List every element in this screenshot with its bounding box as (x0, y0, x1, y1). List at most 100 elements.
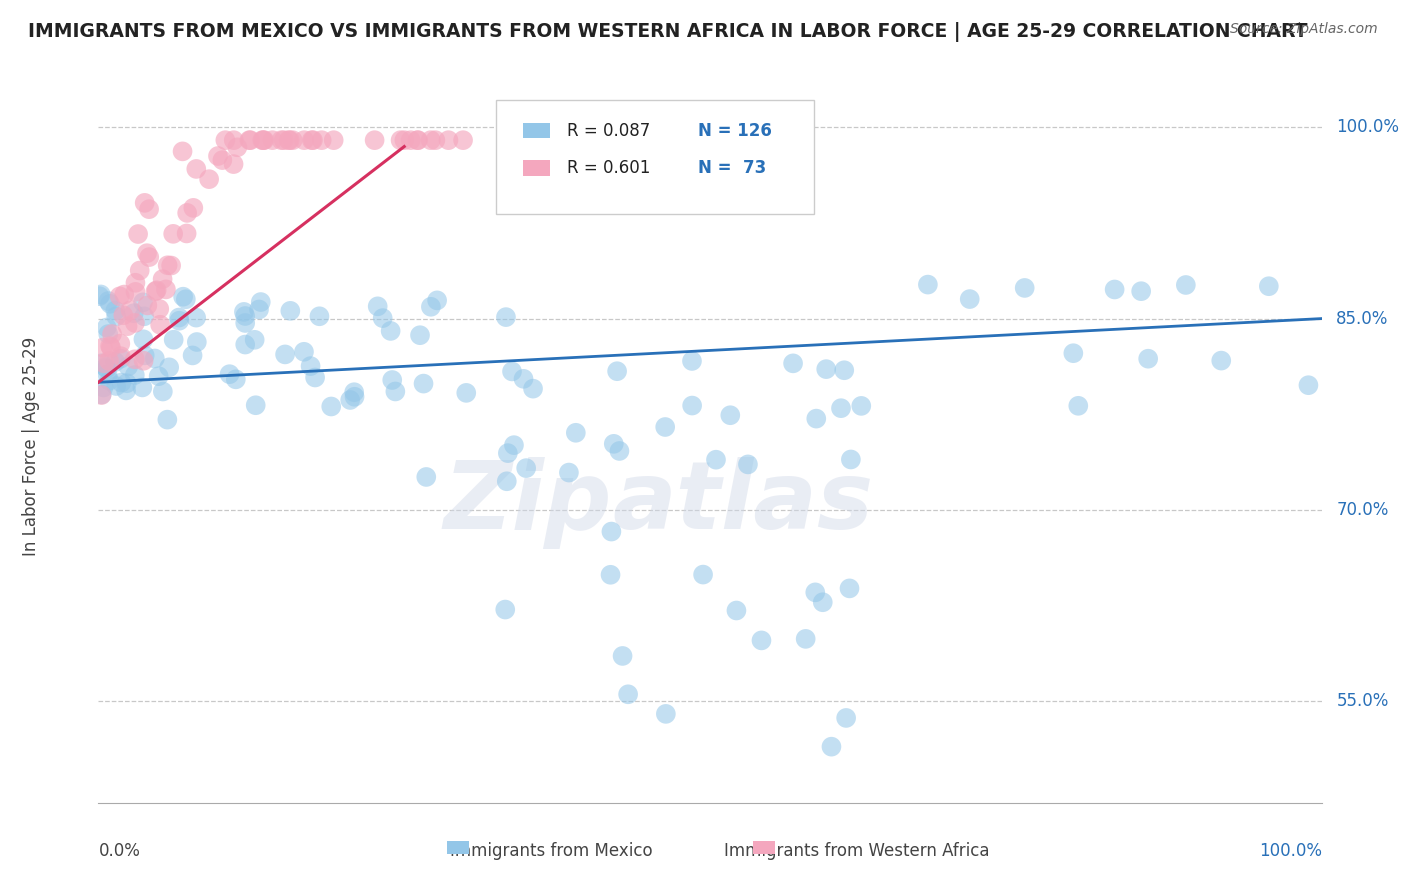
Point (281, 133, 304, 147)
Point (155, 282, 177, 296)
Point (494, 602, 516, 616)
Text: 70.0%: 70.0% (1336, 500, 1389, 519)
Text: Source: ZipAtlas.com: Source: ZipAtlas.com (1230, 22, 1378, 37)
Point (839, 452, 862, 467)
Point (90, 388, 112, 402)
Text: 55.0%: 55.0% (1336, 692, 1389, 710)
Point (959, 292, 981, 306)
Point (104, 303, 127, 318)
FancyBboxPatch shape (752, 841, 775, 855)
Text: R = 0.087: R = 0.087 (567, 121, 650, 139)
Point (225, 372, 247, 386)
Point (169, 314, 191, 328)
Point (138, 202, 160, 216)
Point (380, 324, 402, 338)
Point (149, 318, 172, 332)
Point (830, 401, 852, 416)
Point (249, 295, 271, 310)
Point (301, 133, 323, 147)
Point (96, 320, 118, 334)
Point (725, 603, 748, 617)
Point (117, 359, 139, 374)
Point (277, 133, 299, 147)
Point (245, 398, 267, 412)
Point (274, 347, 297, 361)
Point (167, 310, 190, 325)
Point (503, 438, 526, 452)
Point (1067, 399, 1090, 413)
Point (617, 687, 640, 701)
Point (176, 206, 198, 220)
Point (207, 149, 229, 163)
Point (308, 310, 330, 324)
Text: In Labor Force | Age 25-29: In Labor Force | Age 25-29 (22, 336, 41, 556)
Point (115, 376, 138, 391)
Point (495, 310, 517, 325)
Point (1211, 353, 1233, 368)
Text: Zip: Zip (444, 457, 612, 549)
Point (198, 172, 221, 186)
Point (134, 310, 156, 324)
Text: R = 0.601: R = 0.601 (567, 159, 651, 177)
Point (136, 298, 159, 312)
Point (917, 277, 939, 292)
Point (233, 309, 256, 323)
Point (815, 362, 838, 376)
Point (406, 133, 429, 147)
Point (495, 475, 517, 489)
Point (110, 351, 132, 366)
Point (186, 334, 208, 349)
Point (456, 385, 478, 400)
Point (148, 369, 170, 384)
Point (804, 585, 827, 599)
Point (186, 310, 208, 325)
Point (134, 348, 156, 362)
Point (278, 303, 301, 318)
Point (105, 379, 128, 393)
Point (145, 285, 167, 299)
Point (174, 292, 197, 306)
Point (415, 470, 437, 484)
Point (704, 452, 727, 467)
Point (278, 133, 301, 147)
Point (425, 133, 447, 147)
Point (515, 461, 537, 475)
Point (239, 133, 262, 147)
Point (98, 339, 121, 353)
Point (343, 385, 366, 400)
Point (157, 360, 180, 375)
Point (751, 633, 773, 648)
Point (606, 364, 628, 378)
Point (322, 133, 344, 147)
Point (124, 352, 146, 367)
Point (101, 326, 124, 341)
Point (851, 399, 873, 413)
FancyBboxPatch shape (447, 841, 470, 855)
Point (172, 290, 194, 304)
Point (343, 390, 366, 404)
Point (558, 466, 581, 480)
Point (232, 305, 254, 319)
Point (612, 648, 634, 663)
Point (105, 310, 128, 324)
Point (363, 133, 385, 147)
Point (172, 145, 194, 159)
Point (600, 524, 623, 539)
Point (496, 446, 519, 460)
Point (253, 133, 276, 147)
Point (145, 283, 167, 297)
Point (339, 392, 361, 407)
Point (565, 425, 588, 440)
FancyBboxPatch shape (523, 123, 550, 138)
Point (94, 360, 117, 375)
Point (252, 133, 274, 147)
Point (110, 349, 132, 363)
Point (90, 287, 112, 301)
Point (655, 706, 678, 721)
Point (394, 133, 416, 147)
Point (1174, 277, 1197, 292)
Point (93, 356, 115, 370)
Point (104, 355, 127, 369)
Point (97, 327, 120, 342)
Point (98, 374, 121, 388)
